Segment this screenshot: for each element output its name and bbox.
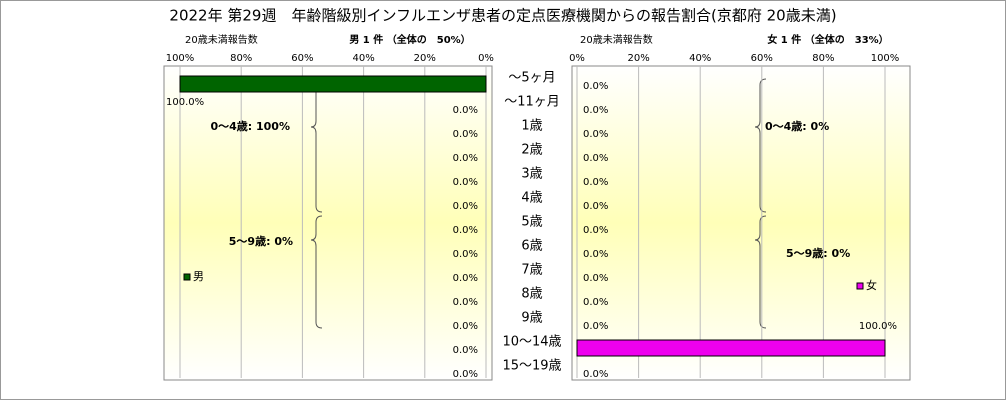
axis-label: 20歳未満報告数 bbox=[580, 33, 653, 46]
category-label: 1歳 bbox=[521, 119, 542, 134]
value-label: 100.0% bbox=[859, 321, 897, 332]
annotation: 0～4歳: 0% bbox=[765, 119, 829, 133]
value-label: 0.0% bbox=[453, 105, 478, 116]
value-label: 0.0% bbox=[453, 297, 478, 308]
category-label: 7歳 bbox=[521, 263, 542, 278]
annotation: 5～9歳: 0% bbox=[786, 246, 850, 260]
x-tick-label: 40% bbox=[689, 53, 711, 64]
axis-label: 20歳未満報告数 bbox=[185, 33, 258, 46]
x-tick-label: 20% bbox=[414, 53, 436, 64]
legend-label: 男 bbox=[193, 270, 204, 283]
brace bbox=[754, 215, 767, 329]
x-tick-label: 60% bbox=[291, 53, 313, 64]
annotation: 0～4歳: 100% bbox=[210, 119, 290, 133]
value-label: 0.0% bbox=[583, 225, 608, 236]
category-label: 8歳 bbox=[521, 287, 542, 302]
x-tick-label: 20% bbox=[627, 53, 649, 64]
category-label: 10～14歳 bbox=[502, 335, 561, 350]
category-label: ～11ヶ月 bbox=[504, 95, 560, 110]
legend-label: 女 bbox=[866, 278, 877, 292]
category-label: 4歳 bbox=[521, 191, 542, 206]
x-tick-label: 100% bbox=[166, 53, 195, 64]
brace bbox=[754, 78, 767, 213]
value-label: 0.0% bbox=[453, 321, 478, 332]
x-tick-label: 0% bbox=[478, 53, 494, 64]
value-label: 0.0% bbox=[453, 201, 478, 212]
value-label: 0.0% bbox=[583, 297, 608, 308]
value-label: 0.0% bbox=[453, 345, 478, 356]
x-tick-label: 100% bbox=[871, 53, 900, 64]
category-label: ～5ヶ月 bbox=[508, 71, 555, 86]
value-label: 0.0% bbox=[453, 129, 478, 140]
value-label: 0.0% bbox=[453, 369, 478, 380]
value-label: 0.0% bbox=[453, 249, 478, 260]
plot-area-right bbox=[571, 65, 911, 381]
value-label: 0.0% bbox=[583, 249, 608, 260]
value-label: 0.0% bbox=[453, 273, 478, 284]
category-label: 2歳 bbox=[521, 143, 542, 158]
legend-swatch bbox=[183, 273, 191, 281]
bar bbox=[179, 75, 487, 93]
category-label: 3歳 bbox=[521, 167, 542, 182]
x-tick-label: 80% bbox=[812, 53, 834, 64]
category-label: 6歳 bbox=[521, 239, 542, 254]
value-label: 0.0% bbox=[583, 177, 608, 188]
category-label: 9歳 bbox=[521, 311, 542, 326]
brace bbox=[310, 215, 323, 329]
value-label: 0.0% bbox=[453, 177, 478, 188]
value-label: 0.0% bbox=[453, 225, 478, 236]
panel-header: 男 1 件 （全体の 50%） bbox=[349, 33, 470, 46]
legend-swatch bbox=[856, 282, 864, 290]
value-label: 0.0% bbox=[583, 273, 608, 284]
plot-area-left bbox=[163, 65, 493, 381]
bar bbox=[576, 339, 886, 357]
x-tick-label: 0% bbox=[569, 53, 585, 64]
value-label: 100.0% bbox=[166, 97, 204, 108]
value-label: 0.0% bbox=[583, 105, 608, 116]
value-label: 0.0% bbox=[583, 129, 608, 140]
x-tick-label: 80% bbox=[230, 53, 252, 64]
panel-header: 女 1 件 （全体の 33%） bbox=[767, 33, 888, 46]
value-label: 0.0% bbox=[583, 369, 608, 380]
annotation: 5～9歳: 0% bbox=[229, 234, 293, 248]
value-label: 0.0% bbox=[583, 201, 608, 212]
category-label: 5歳 bbox=[521, 215, 542, 230]
x-tick-label: 60% bbox=[751, 53, 773, 64]
value-label: 0.0% bbox=[583, 321, 608, 332]
category-label: 15～19歳 bbox=[502, 359, 561, 374]
value-label: 0.0% bbox=[583, 81, 608, 92]
x-tick-label: 40% bbox=[352, 53, 374, 64]
value-label: 0.0% bbox=[583, 153, 608, 164]
chart-title: 2022年 第29週 年齢階級別インフルエンザ患者の定点医療機関からの報告割合(… bbox=[169, 7, 836, 25]
value-label: 0.0% bbox=[453, 153, 478, 164]
